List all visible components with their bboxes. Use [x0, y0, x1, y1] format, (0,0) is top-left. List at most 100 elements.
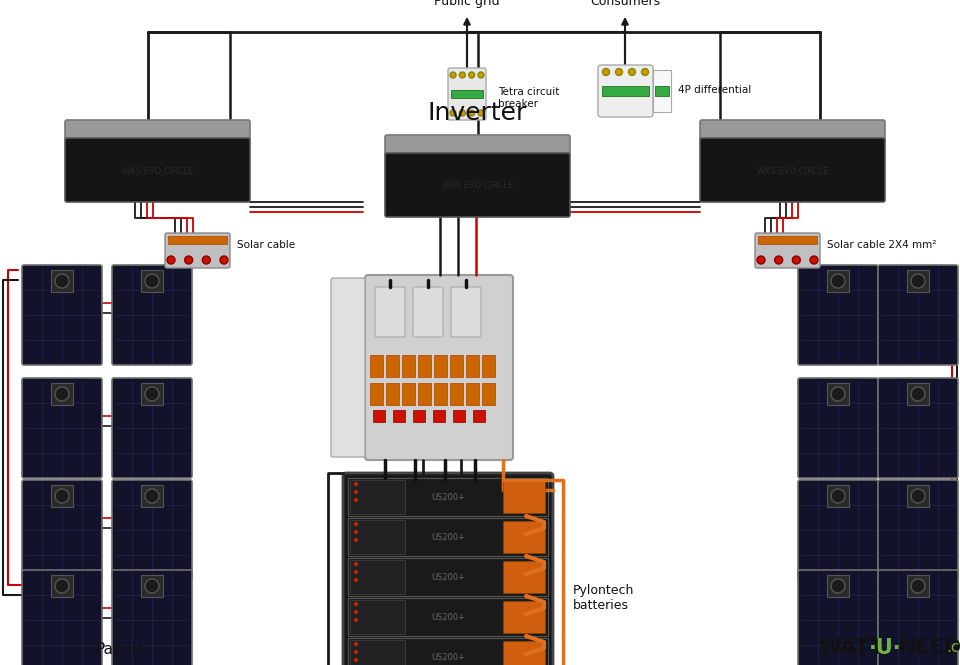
- Circle shape: [354, 562, 358, 566]
- FancyBboxPatch shape: [878, 570, 958, 665]
- Text: 4P differential: 4P differential: [678, 85, 752, 95]
- FancyBboxPatch shape: [343, 473, 553, 665]
- Circle shape: [145, 387, 159, 401]
- FancyBboxPatch shape: [700, 120, 885, 140]
- Bar: [51, 485, 73, 507]
- Text: ·U·: ·U·: [869, 638, 901, 658]
- Text: US200+: US200+: [431, 612, 465, 622]
- Bar: [434, 383, 447, 405]
- Circle shape: [354, 610, 358, 614]
- Bar: [370, 355, 383, 377]
- FancyBboxPatch shape: [413, 287, 443, 337]
- Circle shape: [831, 387, 845, 401]
- Bar: [827, 270, 849, 292]
- Circle shape: [145, 274, 159, 288]
- Bar: [827, 485, 849, 507]
- Bar: [141, 383, 163, 405]
- Circle shape: [810, 256, 818, 264]
- Circle shape: [354, 650, 358, 654]
- Bar: [451, 90, 483, 98]
- Text: WATT: WATT: [818, 638, 883, 658]
- FancyBboxPatch shape: [65, 120, 250, 140]
- Circle shape: [354, 578, 358, 582]
- Text: WKS EVO CIRCLE: WKS EVO CIRCLE: [442, 182, 514, 190]
- Circle shape: [629, 68, 636, 76]
- Circle shape: [911, 579, 925, 593]
- Circle shape: [641, 68, 649, 76]
- Circle shape: [354, 522, 358, 526]
- Bar: [350, 520, 405, 554]
- Bar: [51, 270, 73, 292]
- Bar: [453, 410, 465, 422]
- Text: Solar cable 2X4 mm²: Solar cable 2X4 mm²: [827, 240, 936, 250]
- Circle shape: [354, 570, 358, 574]
- FancyBboxPatch shape: [598, 65, 653, 117]
- Circle shape: [831, 489, 845, 503]
- Bar: [827, 575, 849, 597]
- Circle shape: [831, 579, 845, 593]
- Circle shape: [459, 72, 466, 78]
- Bar: [434, 355, 447, 377]
- Circle shape: [354, 538, 358, 542]
- Circle shape: [184, 256, 193, 264]
- Circle shape: [831, 274, 845, 288]
- Text: Inverter: Inverter: [428, 101, 527, 125]
- Bar: [350, 600, 405, 634]
- FancyBboxPatch shape: [22, 480, 102, 580]
- Bar: [51, 575, 73, 597]
- FancyBboxPatch shape: [65, 138, 250, 202]
- Circle shape: [354, 642, 358, 646]
- Circle shape: [167, 256, 175, 264]
- Text: US200+: US200+: [431, 533, 465, 541]
- Circle shape: [478, 72, 484, 78]
- Bar: [348, 518, 548, 556]
- Circle shape: [55, 274, 69, 288]
- Circle shape: [911, 274, 925, 288]
- Circle shape: [354, 530, 358, 534]
- Text: Public grid: Public grid: [434, 0, 500, 8]
- FancyBboxPatch shape: [22, 570, 102, 665]
- Bar: [418, 355, 431, 377]
- Circle shape: [220, 256, 228, 264]
- FancyBboxPatch shape: [878, 480, 958, 580]
- Bar: [907, 485, 929, 507]
- Circle shape: [145, 489, 159, 503]
- Bar: [348, 598, 548, 636]
- Circle shape: [792, 256, 801, 264]
- FancyBboxPatch shape: [165, 233, 230, 268]
- Bar: [350, 480, 405, 514]
- Text: Tetra circuit
breaker: Tetra circuit breaker: [498, 87, 560, 109]
- Bar: [418, 383, 431, 405]
- Bar: [503, 521, 545, 553]
- Circle shape: [55, 387, 69, 401]
- Circle shape: [468, 110, 474, 116]
- Bar: [141, 270, 163, 292]
- Text: WKS EVO CIRCLE: WKS EVO CIRCLE: [756, 166, 828, 176]
- FancyBboxPatch shape: [112, 378, 192, 478]
- Bar: [907, 383, 929, 405]
- Bar: [386, 355, 399, 377]
- Bar: [393, 410, 405, 422]
- FancyBboxPatch shape: [112, 265, 192, 365]
- FancyBboxPatch shape: [365, 275, 513, 460]
- FancyBboxPatch shape: [112, 570, 192, 665]
- FancyBboxPatch shape: [878, 265, 958, 365]
- Bar: [433, 410, 445, 422]
- FancyBboxPatch shape: [451, 287, 481, 337]
- FancyBboxPatch shape: [448, 68, 486, 120]
- Circle shape: [603, 68, 610, 76]
- Bar: [482, 355, 495, 377]
- Circle shape: [450, 110, 456, 116]
- FancyBboxPatch shape: [878, 378, 958, 478]
- Bar: [350, 560, 405, 594]
- Bar: [466, 383, 479, 405]
- Circle shape: [145, 579, 159, 593]
- Circle shape: [468, 72, 474, 78]
- Bar: [450, 355, 463, 377]
- FancyBboxPatch shape: [798, 378, 878, 478]
- Bar: [450, 383, 463, 405]
- Bar: [907, 575, 929, 597]
- Bar: [827, 383, 849, 405]
- Bar: [503, 561, 545, 593]
- Bar: [370, 383, 383, 405]
